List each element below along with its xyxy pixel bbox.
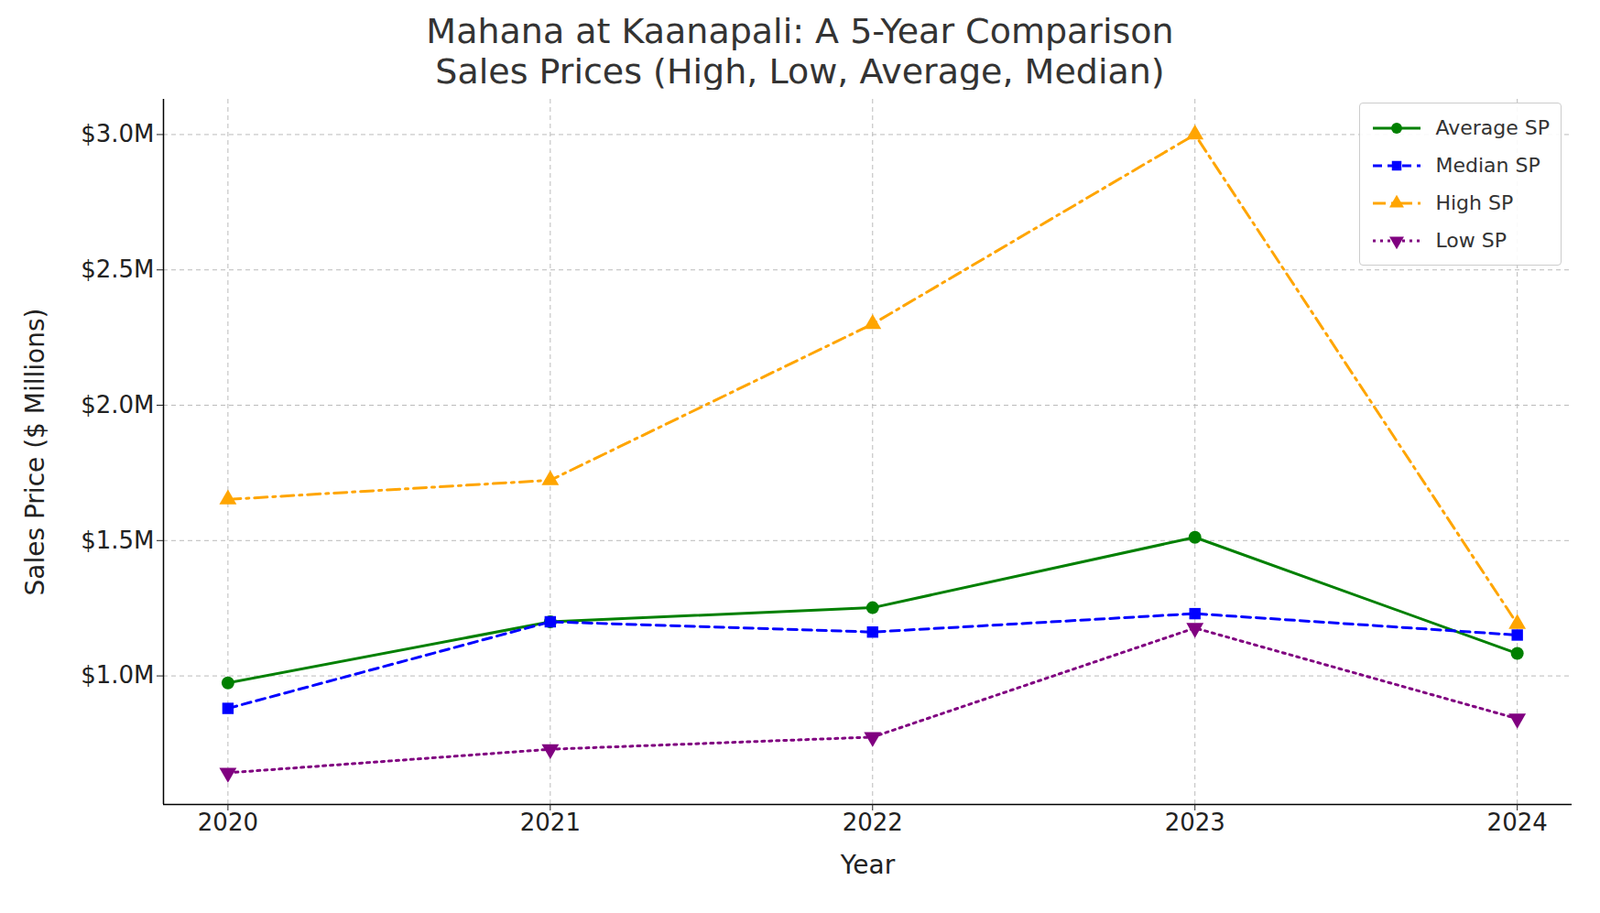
svg-text:2022: 2022: [842, 808, 904, 837]
svg-text:2020: 2020: [197, 808, 259, 837]
svg-text:$2.5M: $2.5M: [80, 255, 154, 283]
html-text:Average SP: Average SP: [1435, 116, 1550, 140]
html-text:Sales Prices (High, Low, Avera: Sales Prices (High, Low, Average, Median…: [435, 51, 1165, 92]
svg-text:2023: 2023: [1164, 808, 1226, 837]
html-text:Median SP: Median SP: [1435, 153, 1541, 177]
svg-text:2021: 2021: [520, 808, 581, 837]
svg-text:$2.0M: $2.0M: [80, 391, 154, 419]
svg-text:$1.5M: $1.5M: [80, 526, 154, 555]
svg-text:2024: 2024: [1487, 808, 1548, 837]
svg-text:Sales Price ($ Millions): Sales Price ($ Millions): [20, 308, 51, 597]
html-text:High SP: High SP: [1435, 191, 1514, 215]
svg-text:$3.0M: $3.0M: [80, 119, 154, 148]
html-text:Low SP: Low SP: [1435, 228, 1507, 252]
svg-text:$1.0M: $1.0M: [80, 661, 154, 689]
html-text:Mahana at Kaanapali: A 5-Year: Mahana at Kaanapali: A 5-Year Comparison: [426, 10, 1174, 52]
svg-text:Year: Year: [839, 849, 896, 881]
